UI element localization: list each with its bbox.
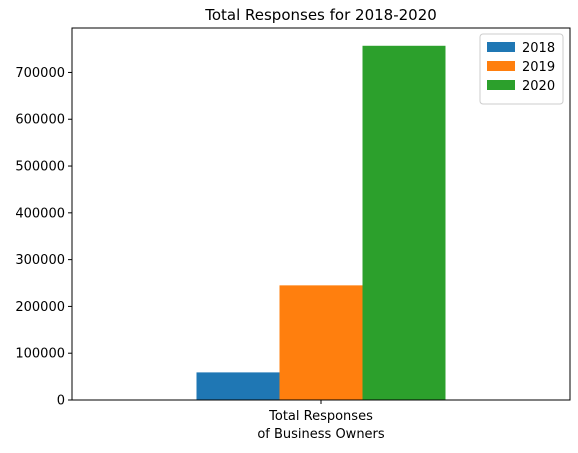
y-tick-label: 600000 — [15, 113, 65, 128]
plot-frame — [71, 27, 571, 401]
y-tick-label: 0 — [57, 394, 65, 409]
bar-2020 — [362, 45, 446, 401]
legend-label-2020: 2020 — [522, 79, 555, 94]
bar-2019 — [279, 285, 363, 400]
plot-area — [196, 45, 446, 401]
legend: 2018 2019 2020 — [479, 33, 564, 105]
y-tick-label: 200000 — [15, 300, 65, 315]
y-tick-label: 100000 — [15, 347, 65, 362]
y-axis: 0 100000 200000 300000 400000 500000 600000 700… — [15, 66, 72, 409]
x-tick-label: of Business Owners — [257, 427, 385, 442]
legend-label-2019: 2019 — [522, 60, 555, 75]
y-tick-label: 400000 — [15, 206, 65, 221]
x-axis: Total Responses of Business Owners — [257, 400, 385, 442]
legend-swatch-2018 — [487, 42, 515, 52]
x-tick-label: Total Responses — [268, 409, 373, 424]
chart-title: Total Responses for 2018-2020 — [204, 6, 437, 24]
bar-2018 — [196, 372, 280, 400]
y-tick-label: 700000 — [15, 66, 65, 81]
legend-swatch-2019 — [487, 61, 515, 71]
y-tick-label: 300000 — [15, 253, 65, 268]
y-tick-label: 500000 — [15, 160, 65, 175]
legend-label-2018: 2018 — [522, 41, 555, 56]
legend-swatch-2020 — [487, 80, 515, 90]
